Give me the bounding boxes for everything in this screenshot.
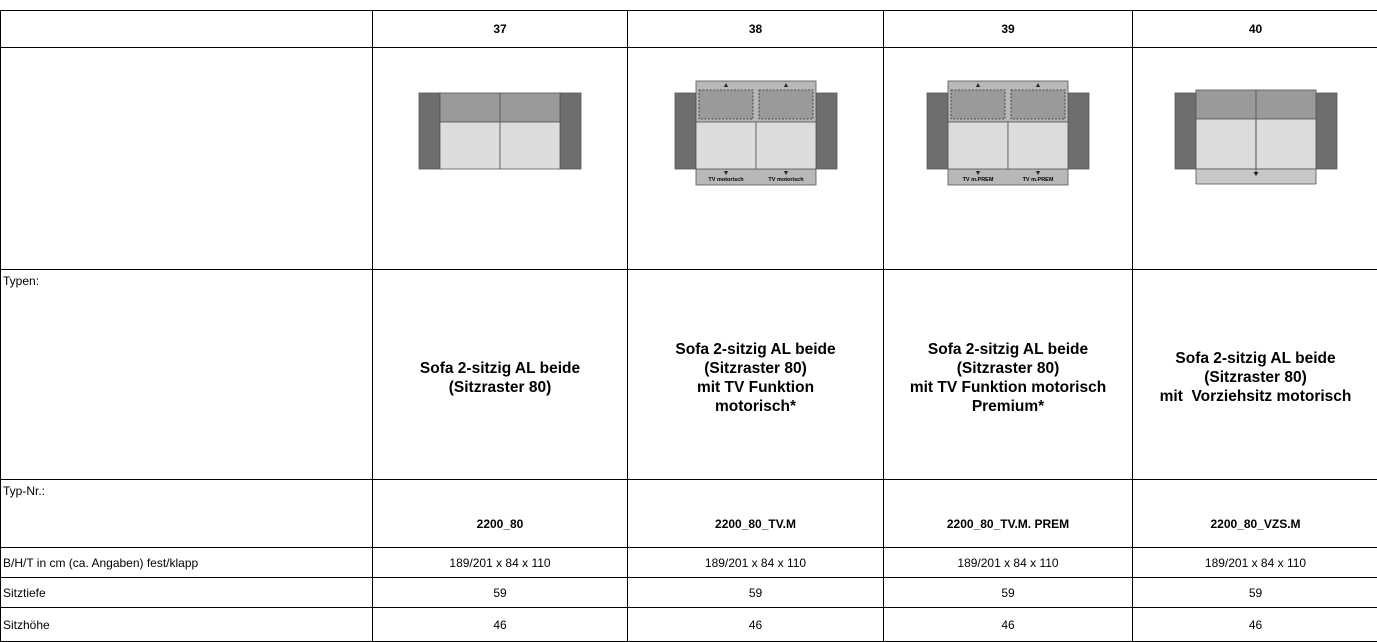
empty-cell bbox=[1, 48, 373, 270]
type-line: (Sitzraster 80) bbox=[1133, 368, 1377, 387]
sofa-diagram: TV m.PREM TV m.PREM bbox=[888, 49, 1128, 269]
row-label: Sitzhöhe bbox=[1, 608, 373, 642]
row-label: Sitztiefe bbox=[1, 578, 373, 608]
type-name: Sofa 2-sitzig AL beide(Sitzraster 80) bbox=[373, 270, 628, 480]
type-line: Sofa 2-sitzig AL beide bbox=[373, 359, 627, 378]
type-line: (Sitzraster 80) bbox=[884, 359, 1132, 378]
sofa-part bbox=[696, 122, 756, 169]
cell-value: 46 bbox=[884, 608, 1133, 642]
diagram-cell bbox=[373, 48, 628, 270]
sofa-part bbox=[1068, 93, 1089, 169]
type-line: mit Vorziehsitz motorisch bbox=[1133, 387, 1377, 406]
diagram-label: TV motorisch bbox=[708, 177, 744, 183]
cell-value: 46 bbox=[373, 608, 628, 642]
type-line: Sofa 2-sitzig AL beide bbox=[884, 340, 1132, 359]
sofa-part bbox=[1196, 119, 1256, 169]
sofa-part bbox=[699, 90, 753, 119]
type-line: motorisch* bbox=[628, 397, 883, 416]
sofa-part bbox=[1175, 93, 1196, 169]
header-cell bbox=[1, 11, 373, 48]
sofa-part bbox=[419, 93, 440, 169]
type-number: 2200_80_TV.M. PREM bbox=[884, 480, 1133, 548]
sofa-part bbox=[1256, 119, 1316, 169]
diagram-cell: TV m.PREM TV m.PREM bbox=[884, 48, 1133, 270]
row-label: B/H/T in cm (ca. Angaben) fest/klapp bbox=[1, 548, 373, 578]
type-name: Sofa 2-sitzig AL beide(Sitzraster 80)mit… bbox=[628, 270, 884, 480]
type-line: (Sitzraster 80) bbox=[628, 359, 883, 378]
sofa-part bbox=[440, 93, 500, 122]
type-number: 2200_80_VZS.M bbox=[1133, 480, 1377, 548]
sofa-part bbox=[675, 93, 696, 169]
sofa-part bbox=[759, 90, 813, 119]
type-name: Sofa 2-sitzig AL beide(Sitzraster 80)mit… bbox=[1133, 270, 1377, 480]
sofa-part bbox=[1008, 122, 1068, 169]
column-number: 39 bbox=[884, 11, 1133, 48]
row-label: Typen: bbox=[1, 270, 373, 480]
sofa-part bbox=[500, 93, 560, 122]
type-line: (Sitzraster 80) bbox=[373, 378, 627, 397]
column-number: 37 bbox=[373, 11, 628, 48]
type-number: 2200_80 bbox=[373, 480, 628, 548]
cell-value: 46 bbox=[628, 608, 884, 642]
sofa-part bbox=[1011, 90, 1065, 119]
column-number: 38 bbox=[628, 11, 884, 48]
row-label: Typ-Nr.: bbox=[1, 480, 373, 548]
sofa-part bbox=[948, 122, 1008, 169]
column-number: 40 bbox=[1133, 11, 1377, 48]
diagram-cell: TV motorisch TV motorisch bbox=[628, 48, 884, 270]
cell-value: 59 bbox=[884, 578, 1133, 608]
cell-value: 189/201 x 84 x 110 bbox=[884, 548, 1133, 578]
sofa-part bbox=[1316, 93, 1337, 169]
cell-value: 189/201 x 84 x 110 bbox=[373, 548, 628, 578]
diagram-label: TV m.PREM bbox=[963, 177, 994, 183]
sofa-part bbox=[816, 93, 837, 169]
cell-value: 46 bbox=[1133, 608, 1377, 642]
sofa-part bbox=[1196, 90, 1256, 119]
type-line: mit TV Funktion motorisch bbox=[884, 378, 1132, 397]
cell-value: 59 bbox=[1133, 578, 1377, 608]
type-line: Sofa 2-sitzig AL beide bbox=[1133, 349, 1377, 368]
type-number: 2200_80_TV.M bbox=[628, 480, 884, 548]
sofa-diagram: TV motorisch TV motorisch bbox=[636, 49, 876, 269]
sofa-part bbox=[951, 90, 1005, 119]
type-name: Sofa 2-sitzig AL beide(Sitzraster 80)mit… bbox=[884, 270, 1133, 480]
sofa-part bbox=[756, 122, 816, 169]
sofa-part bbox=[1256, 90, 1316, 119]
sofa-part bbox=[500, 122, 560, 169]
sofa-part bbox=[927, 93, 948, 169]
sofa-part bbox=[560, 93, 581, 169]
cell-value: 59 bbox=[373, 578, 628, 608]
type-line: mit TV Funktion bbox=[628, 378, 883, 397]
cell-value: 59 bbox=[628, 578, 884, 608]
diagram-label: TV motorisch bbox=[768, 177, 804, 183]
sofa-diagram bbox=[380, 49, 620, 269]
table-row: Typen:Sofa 2-sitzig AL beide(Sitzraster … bbox=[1, 270, 1377, 480]
cell-value: 189/201 x 84 x 110 bbox=[628, 548, 884, 578]
type-line: Premium* bbox=[884, 397, 1132, 416]
sofa-diagram bbox=[1136, 49, 1376, 269]
diagram-cell bbox=[1133, 48, 1377, 270]
cell-value: 189/201 x 84 x 110 bbox=[1133, 548, 1377, 578]
sofa-part bbox=[440, 122, 500, 169]
type-line: Sofa 2-sitzig AL beide bbox=[628, 340, 883, 359]
diagram-label: TV m.PREM bbox=[1023, 177, 1054, 183]
